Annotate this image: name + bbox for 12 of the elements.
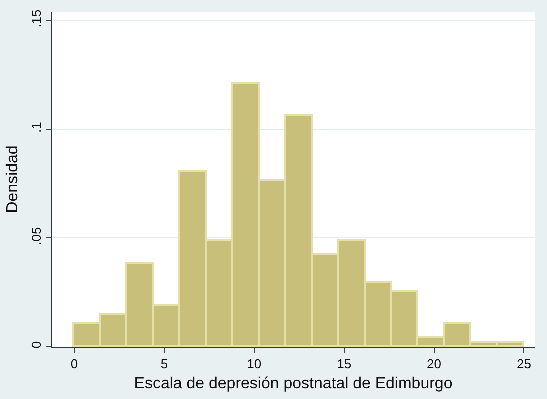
x-tick-label: 15 [337,356,352,372]
x-tick-label: 5 [160,356,168,372]
x-tick-label: 25 [516,356,532,372]
y-tick-label: .15 [28,10,44,28]
y-tick-label: 0 [28,341,44,349]
y-tick-label: .05 [28,227,44,246]
x-tick-label: 0 [70,356,78,372]
x-tick-label: 20 [427,356,442,372]
x-axis-title: Escala de depresión postnatal de Edimburgo [134,375,453,392]
y-axis-title: Densidad [4,146,22,214]
x-tick-label: 10 [247,356,262,372]
y-tick-label: .1 [28,122,44,133]
